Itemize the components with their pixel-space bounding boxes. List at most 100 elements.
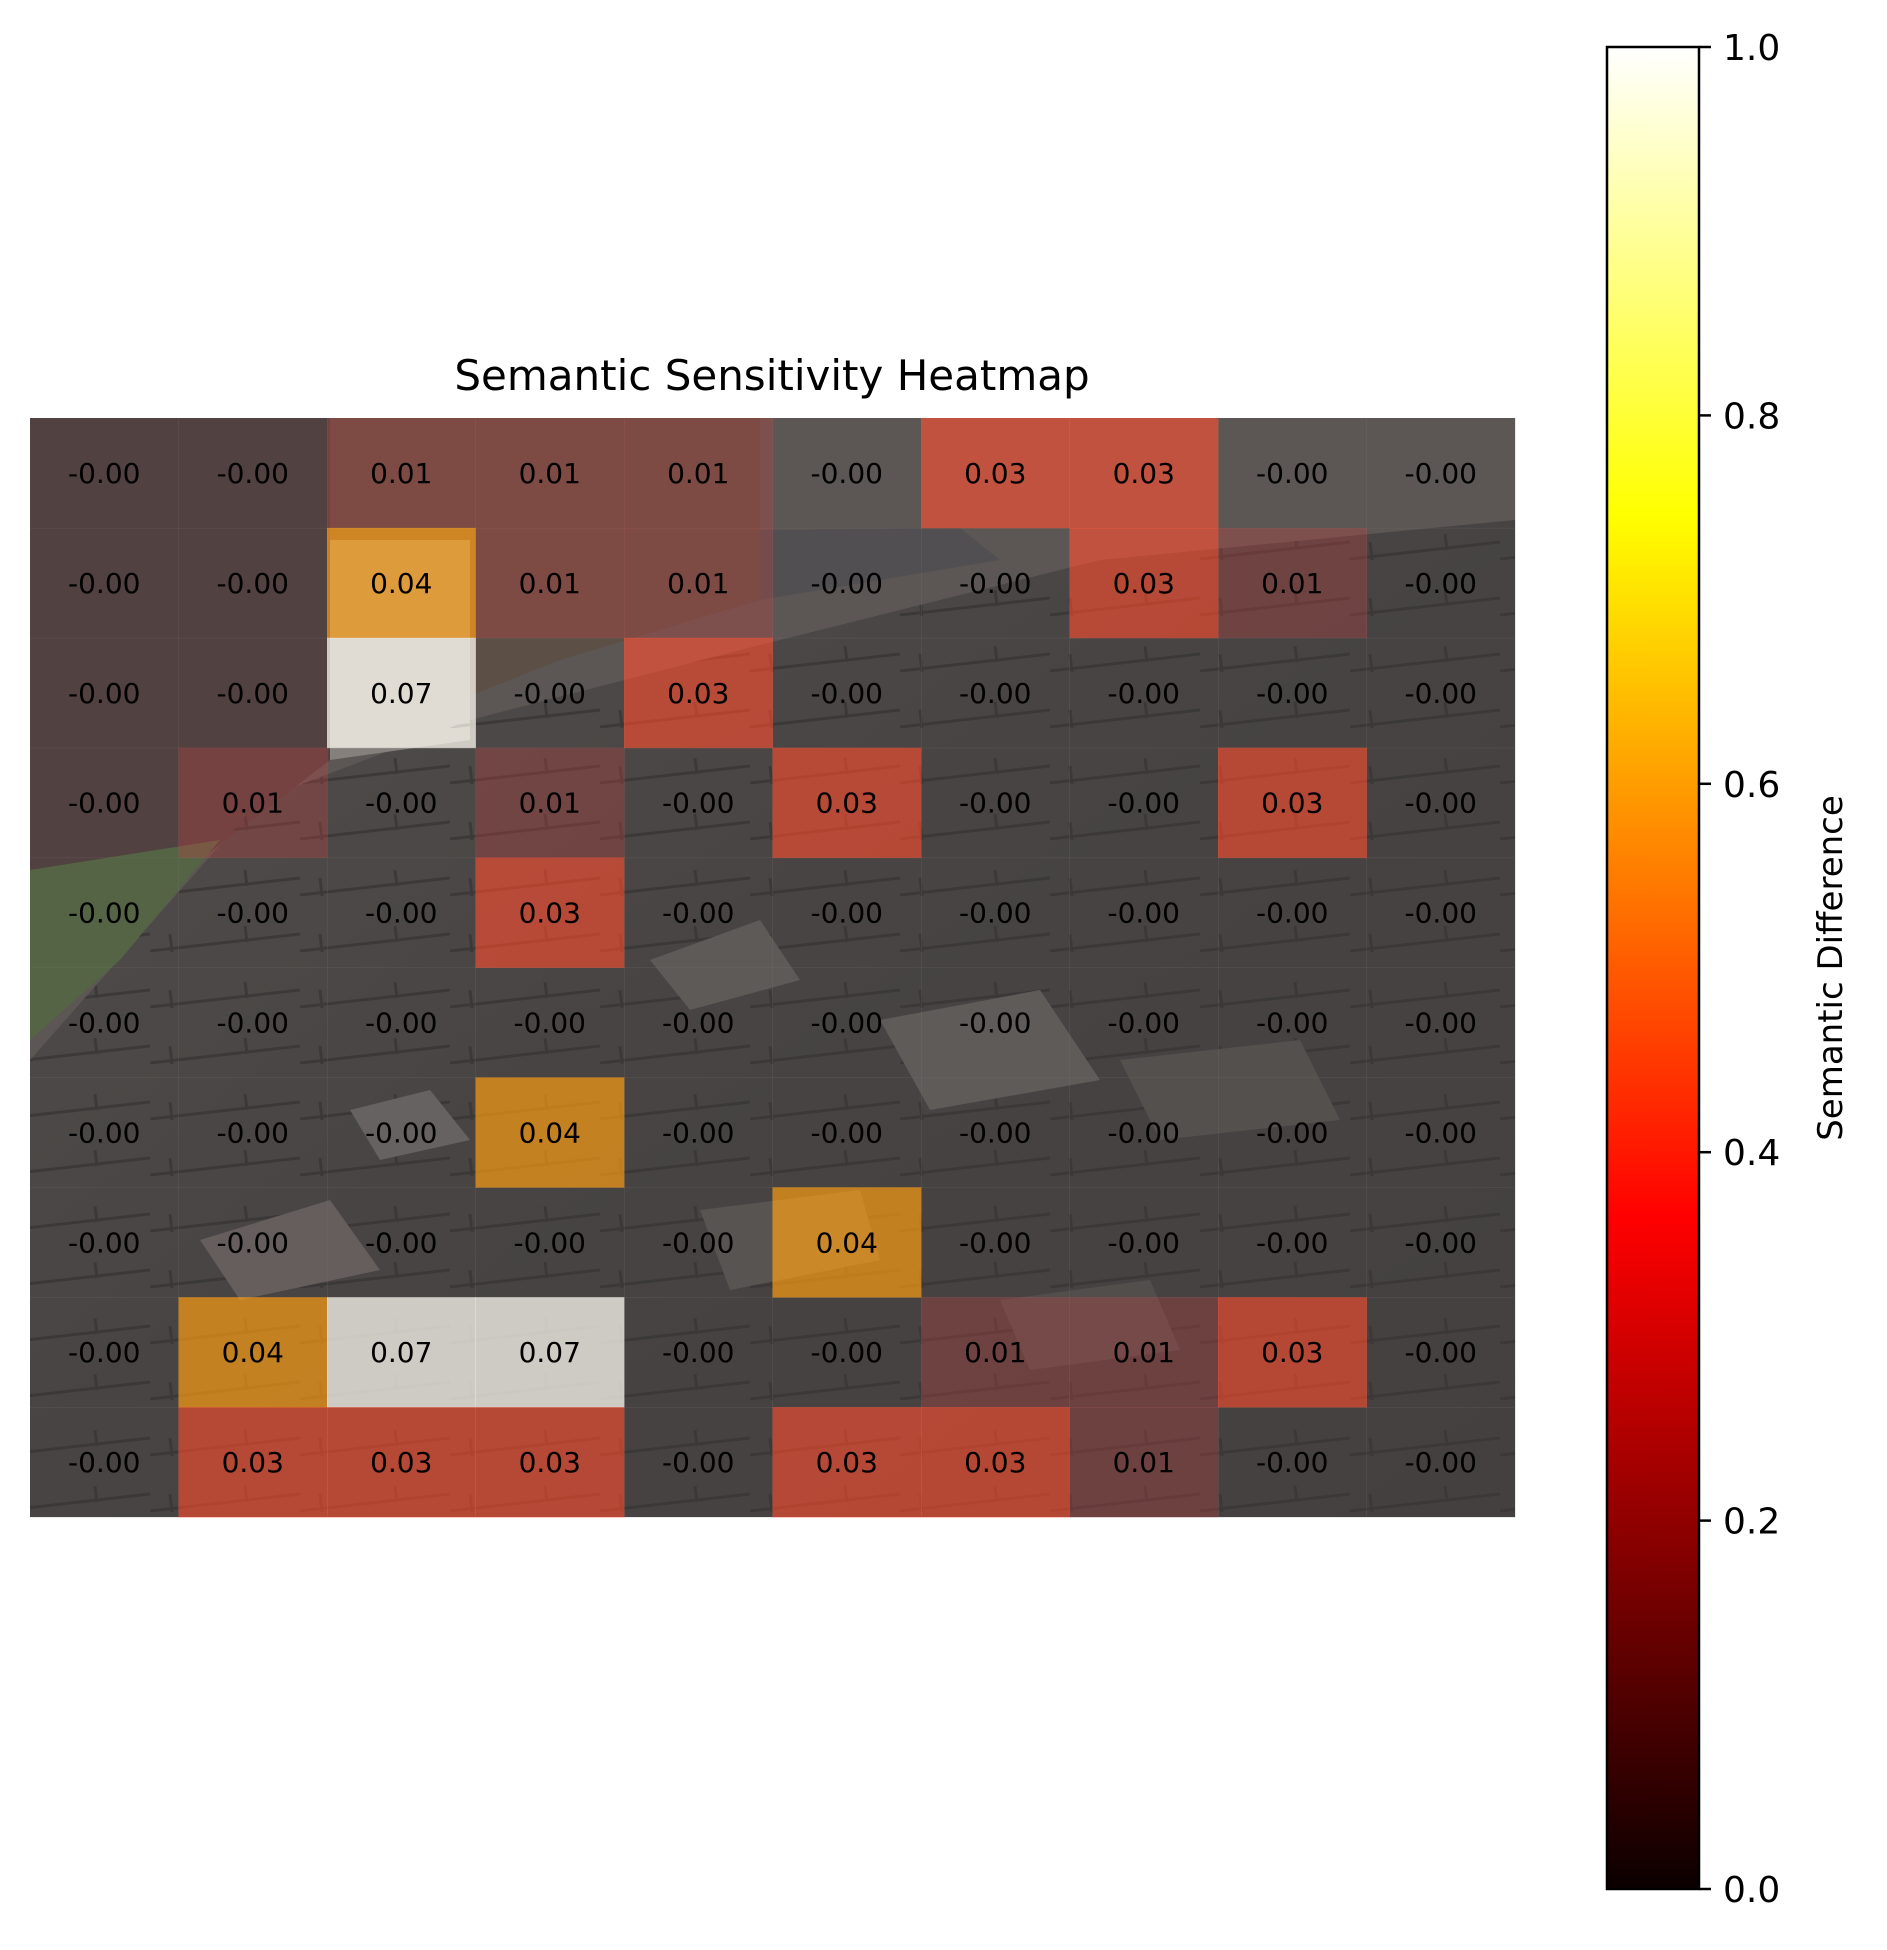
heatmap-cell-r6-c5 bbox=[772, 1077, 922, 1188]
heatmap-cell-label-r4-c8: -0.00 bbox=[1256, 897, 1328, 930]
heatmap-cell-label-r5-c1: -0.00 bbox=[217, 1006, 289, 1039]
heatmap-cell-label-r3-c8: 0.03 bbox=[1261, 787, 1323, 820]
heatmap-cell-label-r7-c5: 0.04 bbox=[816, 1226, 878, 1259]
heatmap-cell-r0-c4 bbox=[624, 418, 773, 529]
heatmap-cell-label-r6-c4: -0.00 bbox=[662, 1116, 734, 1149]
heatmap-cell-label-r1-c2: 0.04 bbox=[370, 567, 432, 600]
heatmap-cell-r3-c1 bbox=[178, 747, 328, 859]
heatmap-cell-label-r0-c7: 0.03 bbox=[1113, 457, 1175, 490]
heatmap-cell-label-r9-c6: 0.03 bbox=[964, 1446, 1026, 1479]
heatmap-cell-r9-c5 bbox=[772, 1407, 922, 1518]
heatmap-cell-r3-c4 bbox=[624, 747, 773, 859]
heatmap-cell-label-r9-c1: 0.03 bbox=[222, 1446, 284, 1479]
chart-title: Semantic Sensitivity Heatmap bbox=[454, 351, 1089, 400]
heatmap-cell-label-r3-c6: -0.00 bbox=[959, 787, 1031, 820]
heatmap-cell-r5-c9 bbox=[1366, 967, 1516, 1078]
heatmap-cell-r1-c8 bbox=[1218, 527, 1367, 639]
heatmap-cell-r3-c6 bbox=[921, 747, 1070, 859]
heatmap-cell-r9-c6 bbox=[921, 1407, 1070, 1518]
heatmap-cell-r7-c4 bbox=[624, 1187, 773, 1298]
heatmap-cell-r7-c5 bbox=[772, 1187, 922, 1298]
heatmap-cell-r6-c1 bbox=[178, 1077, 328, 1188]
heatmap-cell-label-r6-c3: 0.04 bbox=[519, 1116, 581, 1149]
heatmap-cell-label-r5-c0: -0.00 bbox=[68, 1006, 140, 1039]
colorbar-tick-label: 0.4 bbox=[1723, 1133, 1780, 1174]
heatmap-cell-label-r9-c2: 0.03 bbox=[370, 1446, 432, 1479]
heatmap-cell-label-r7-c9: -0.00 bbox=[1405, 1226, 1477, 1259]
heatmap-cell-label-r5-c6: -0.00 bbox=[959, 1006, 1031, 1039]
heatmap-cell-r4-c9 bbox=[1366, 857, 1516, 968]
heatmap-cell-r1-c0 bbox=[30, 527, 179, 639]
heatmap-cell-label-r4-c6: -0.00 bbox=[959, 897, 1031, 930]
heatmap-cell-r4-c8 bbox=[1218, 857, 1367, 968]
heatmap-cell-label-r8-c5: -0.00 bbox=[811, 1336, 883, 1369]
heatmap-cell-r4-c1 bbox=[178, 857, 328, 968]
heatmap-cell-r7-c8 bbox=[1218, 1187, 1367, 1298]
colorbar-gradient bbox=[1605, 45, 1701, 1891]
colorbar-tick-label: 0.8 bbox=[1723, 396, 1780, 437]
heatmap-cell-label-r9-c7: 0.01 bbox=[1113, 1446, 1175, 1479]
heatmap-cell-r4-c4 bbox=[624, 857, 773, 968]
heatmap-cell-label-r5-c2: -0.00 bbox=[365, 1006, 437, 1039]
colorbar-tick-label: 0.6 bbox=[1723, 765, 1780, 806]
heatmap-cell-label-r0-c3: 0.01 bbox=[519, 457, 581, 490]
heatmap-cell-r2-c4 bbox=[624, 637, 773, 749]
heatmap-cell-label-r3-c7: -0.00 bbox=[1108, 787, 1180, 820]
heatmap-cell-label-r2-c3: -0.00 bbox=[514, 677, 586, 710]
heatmap-cell-label-r9-c9: -0.00 bbox=[1405, 1446, 1477, 1479]
heatmap-cell-label-r7-c4: -0.00 bbox=[662, 1226, 734, 1259]
heatmap-cell-label-r9-c4: -0.00 bbox=[662, 1446, 734, 1479]
heatmap-cell-label-r7-c8: -0.00 bbox=[1256, 1226, 1328, 1259]
heatmap-cell-r1-c2 bbox=[327, 527, 476, 639]
heatmap-cell-r2-c7 bbox=[1069, 637, 1219, 749]
heatmap-cell-label-r6-c8: -0.00 bbox=[1256, 1116, 1328, 1149]
heatmap-cell-label-r1-c8: 0.01 bbox=[1261, 567, 1323, 600]
heatmap-cell-r5-c8 bbox=[1218, 967, 1367, 1078]
heatmap-cell-r2-c8 bbox=[1218, 637, 1367, 749]
heatmap-cell-r9-c4 bbox=[624, 1407, 773, 1518]
heatmap-cells bbox=[30, 418, 1516, 1518]
heatmap-cell-r4-c5 bbox=[772, 857, 922, 968]
heatmap-cell-r8-c9 bbox=[1366, 1297, 1516, 1408]
heatmap-cell-r0-c9 bbox=[1366, 418, 1516, 529]
heatmap-cell-r0-c1 bbox=[178, 418, 328, 529]
heatmap-cell-r0-c8 bbox=[1218, 418, 1367, 529]
heatmap-cell-r8-c8 bbox=[1218, 1297, 1367, 1408]
heatmap-cell-label-r9-c8: -0.00 bbox=[1256, 1446, 1328, 1479]
heatmap-cell-r3-c0 bbox=[30, 747, 179, 859]
heatmap-cell-label-r7-c1: -0.00 bbox=[217, 1226, 289, 1259]
colorbar-tick-label: 0.0 bbox=[1723, 1870, 1780, 1911]
heatmap-cell-r4-c7 bbox=[1069, 857, 1219, 968]
heatmap-cell-label-r7-c2: -0.00 bbox=[365, 1226, 437, 1259]
heatmap-cell-label-r2-c5: -0.00 bbox=[811, 677, 883, 710]
heatmap-cell-r4-c6 bbox=[921, 857, 1070, 968]
heatmap-cell-label-r2-c8: -0.00 bbox=[1256, 677, 1328, 710]
heatmap-cell-r9-c8 bbox=[1218, 1407, 1367, 1518]
heatmap-cell-r8-c3 bbox=[475, 1297, 625, 1408]
heatmap-cell-r7-c6 bbox=[921, 1187, 1070, 1298]
colorbar-label: Semantic Difference bbox=[1811, 795, 1851, 1141]
heatmap-cell-label-r2-c0: -0.00 bbox=[68, 677, 140, 710]
heatmap-cell-label-r0-c8: -0.00 bbox=[1256, 457, 1328, 490]
heatmap-cell-label-r4-c7: -0.00 bbox=[1108, 897, 1180, 930]
heatmap-cell-label-r7-c7: -0.00 bbox=[1108, 1226, 1180, 1259]
heatmap-cell-label-r8-c4: -0.00 bbox=[662, 1336, 734, 1369]
heatmap-cell-label-r0-c0: -0.00 bbox=[68, 457, 140, 490]
heatmap-cell-label-r0-c9: -0.00 bbox=[1405, 457, 1477, 490]
colorbar-tick-label: 1.0 bbox=[1723, 28, 1780, 69]
heatmap-cell-label-r0-c2: 0.01 bbox=[370, 457, 432, 490]
heatmap-cell-r3-c3 bbox=[475, 747, 625, 859]
heatmap-cell-label-r7-c0: -0.00 bbox=[68, 1226, 140, 1259]
heatmap-cell-r1-c4 bbox=[624, 527, 773, 639]
heatmap-cell-r9-c9 bbox=[1366, 1407, 1516, 1518]
heatmap-cell-r2-c3 bbox=[475, 637, 625, 749]
heatmap-cell-label-r9-c0: -0.00 bbox=[68, 1446, 140, 1479]
heatmap-cell-r9-c3 bbox=[475, 1407, 625, 1518]
heatmap-cell-label-r2-c4: 0.03 bbox=[667, 677, 729, 710]
heatmap-cell-r6-c7 bbox=[1069, 1077, 1219, 1188]
heatmap-cell-label-r3-c4: -0.00 bbox=[662, 787, 734, 820]
heatmap-cell-label-r5-c4: -0.00 bbox=[662, 1006, 734, 1039]
heatmap-cell-r4-c0 bbox=[30, 857, 179, 968]
heatmap-cell-r8-c5 bbox=[772, 1297, 922, 1408]
